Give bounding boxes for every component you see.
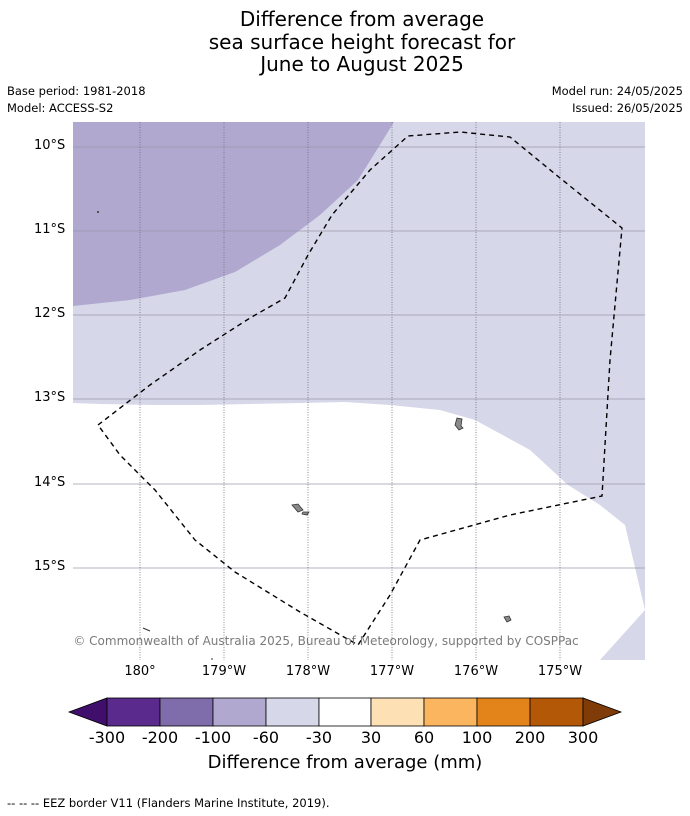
chart-title: Difference from average sea surface heig… [0,8,690,76]
colorbar-bin-4 [265,697,320,727]
colorbar-bin-6 [370,697,425,727]
colorbar-max-arrow [582,697,623,727]
lon-label-179w: 179°W [201,664,247,679]
longitude-gridlines [139,122,561,660]
meta-right: Model run: 24/05/2025 Issued: 26/05/2025 [552,83,683,117]
colorbar-tick-label: -200 [141,728,179,747]
colorbar-tick-label: -300 [88,728,126,747]
lat-label-15s: 15°S [34,559,66,574]
colorbar-tick-label: -60 [252,728,280,747]
model-run: Model run: 24/05/2025 [551,84,683,98]
lat-label-12s: 12°S [34,306,66,321]
eez-border [97,131,623,646]
colorbar-tick-label: 300 [567,728,599,747]
colorbar-tick-label: -100 [194,728,232,747]
title-line-1: Difference from average [239,7,485,31]
eez-legend: -- -- -- EEZ border V11 (Flanders Marine… [7,796,330,810]
island-wallis-small [301,511,310,516]
copyright-notice: © Commonwealth of Australia 2025, Bureau… [73,634,578,648]
map-area: © Commonwealth of Australia 2025, Bureau… [73,122,645,660]
lon-label-178w: 178°W [285,664,331,679]
lon-label-180: 180° [124,664,156,679]
meta-left: Base period: 1981-2018 Model: ACCESS-S2 [7,83,146,117]
colorbar-bin-8 [476,697,531,727]
island-wallis [291,503,304,513]
base-period: Base period: 1981-2018 [7,84,146,98]
colorbar-bin-2 [159,697,214,727]
colorbar-tick-label: 30 [360,728,382,747]
lat-label-14s: 14°S [34,475,66,490]
anomaly-region-medium [73,122,394,306]
lon-label-177w: 177°W [369,664,415,679]
title-line-3: June to August 2025 [260,52,464,76]
colorbar-bin-7 [423,697,478,727]
island-tiny-northwest [97,211,99,213]
colorbar-tick-label: 200 [514,728,546,747]
island-niuafoou-east [454,417,464,431]
colorbar-bin-9 [529,697,584,727]
colorbar-bin-3 [212,697,267,727]
colorbar-bin-1 [106,697,161,727]
anomaly-region-lower-right [600,610,645,660]
lon-label-175w: 175°W [537,664,583,679]
colorbar-title: Difference from average (mm) [207,752,483,773]
colorbar-min-arrow [67,697,108,727]
issued-date: Issued: 26/05/2025 [572,101,683,115]
colorbar [67,697,623,727]
latitude-gridlines [73,146,645,569]
colorbar-tick-label: 60 [413,728,435,747]
colorbar-bin-5 [318,697,372,727]
title-line-2: sea surface height forecast for [208,29,516,54]
island-east-small [503,615,512,623]
colorbar-tick-label: 100 [461,728,493,747]
lat-label-10s: 10°S [34,138,66,153]
lat-label-13s: 13°S [34,390,66,405]
island-southwest-fragment [142,627,151,632]
colorbar-tick-label: -30 [305,728,333,747]
lon-label-176w: 176°W [453,664,499,679]
model-name: Model: ACCESS-S2 [7,101,114,115]
lat-label-11s: 11°S [34,222,66,237]
